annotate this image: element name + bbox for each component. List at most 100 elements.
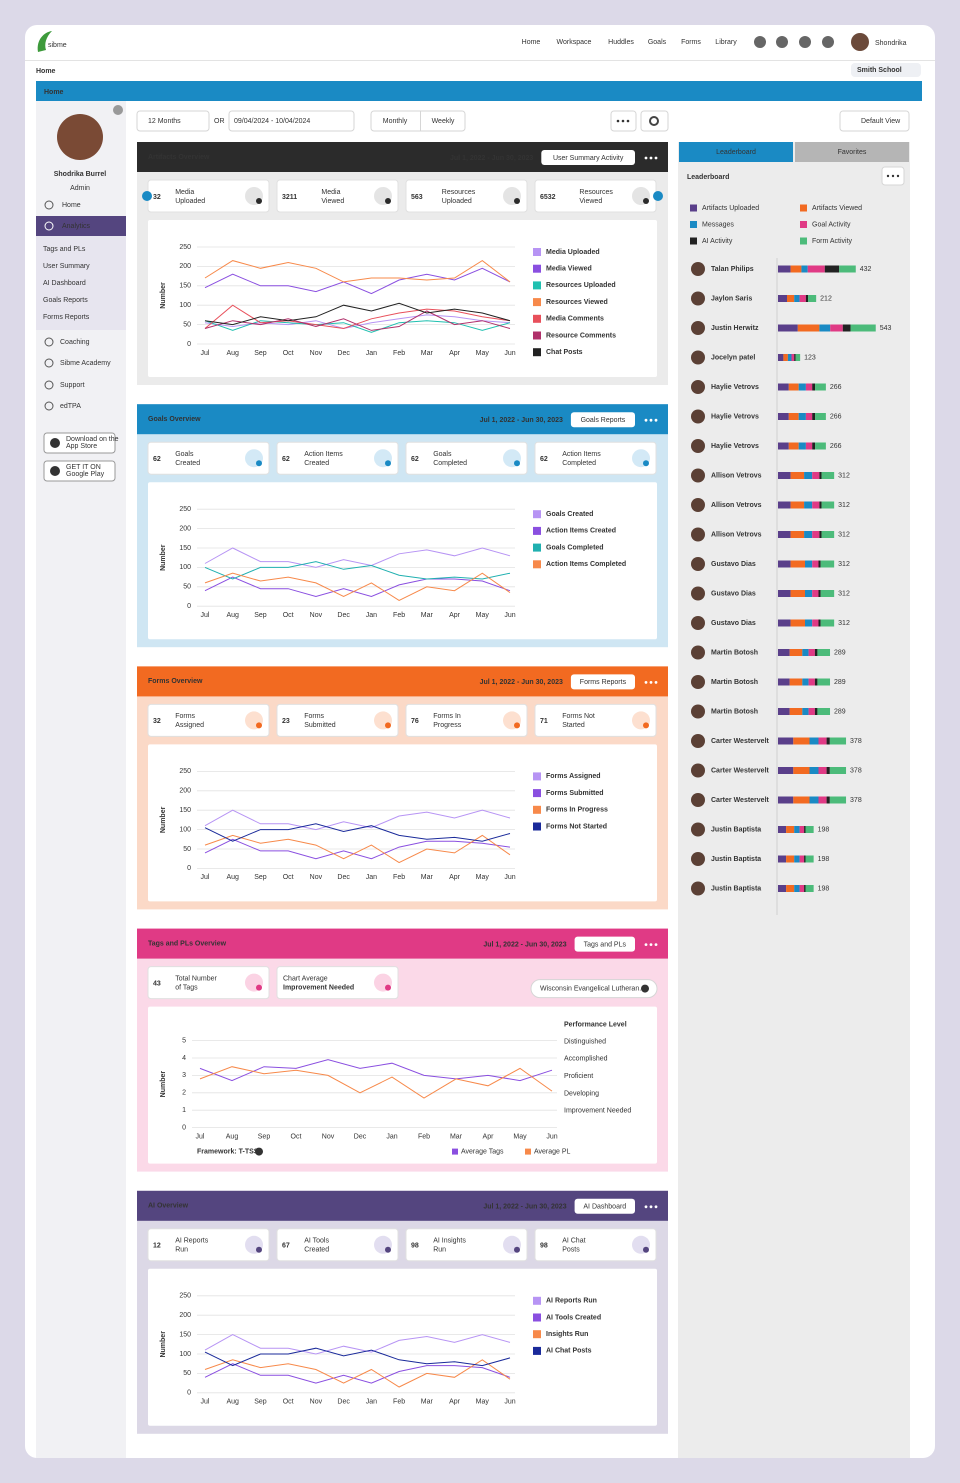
menu-icon <box>44 358 54 368</box>
stat-label: AI Reports <box>175 1238 209 1245</box>
dot[interactable] <box>649 156 653 160</box>
row-total: 266 <box>830 443 842 450</box>
submenu-item[interactable]: AI Dashboard <box>43 280 86 287</box>
panel-button[interactable] <box>574 936 635 952</box>
submenu-item[interactable]: Tags and PLs <box>43 246 86 253</box>
panel-button-label[interactable]: Tags and PLs <box>584 941 627 948</box>
dot[interactable] <box>649 418 653 422</box>
mode-monthly[interactable]: Monthly <box>383 118 408 125</box>
mode-toggle[interactable] <box>370 110 466 132</box>
row-total: 432 <box>860 266 872 273</box>
dot[interactable] <box>654 418 658 422</box>
dot[interactable] <box>644 943 648 946</box>
submenu-item[interactable]: User Summary <box>43 263 90 270</box>
store-name: App Store <box>66 443 97 450</box>
panel-button-label[interactable]: Forms Reports <box>580 679 627 686</box>
nav-link[interactable]: Home <box>522 39 541 46</box>
user-avatar[interactable] <box>851 33 869 51</box>
collapse-button[interactable] <box>113 105 123 115</box>
view-label[interactable]: Default View <box>861 118 901 125</box>
dot[interactable] <box>654 1205 658 1209</box>
dot[interactable] <box>644 681 648 684</box>
tab-inactive[interactable] <box>795 142 909 162</box>
row-avatar <box>691 675 705 689</box>
legend-label: Media Viewed <box>546 266 592 273</box>
store-badge[interactable] <box>43 432 116 454</box>
dot[interactable] <box>649 1205 653 1209</box>
scroll-right[interactable] <box>653 191 663 201</box>
store-badge[interactable] <box>43 460 116 482</box>
bar-segment <box>778 383 789 391</box>
range-label[interactable]: 12 Months <box>148 118 181 125</box>
panel-button[interactable] <box>570 412 635 428</box>
tab-label[interactable]: Favorites <box>838 149 867 156</box>
dot[interactable] <box>654 156 658 160</box>
nav-link[interactable]: Huddles <box>608 39 634 46</box>
dot[interactable] <box>654 943 658 946</box>
submenu-item[interactable]: Goals Reports <box>43 297 88 304</box>
submenu-item[interactable]: Forms Reports <box>43 314 90 321</box>
legend-label: Form Activity <box>812 238 853 245</box>
series-line <box>204 576 511 598</box>
date-input[interactable] <box>228 110 355 132</box>
menu-item[interactable]: Coaching <box>60 339 90 346</box>
dot[interactable] <box>654 681 658 684</box>
bar-segment <box>778 442 789 450</box>
settings-button[interactable] <box>640 110 669 132</box>
nav-link[interactable]: Goals <box>648 39 667 46</box>
dot[interactable] <box>649 943 653 946</box>
nav-icon[interactable] <box>754 36 766 48</box>
x-tick-label: Jun <box>504 1399 515 1406</box>
dot[interactable] <box>644 1205 648 1209</box>
nav-link[interactable]: Workspace <box>557 39 592 46</box>
panel-title: Forms Overview <box>148 678 203 685</box>
stat-icon-badge <box>385 1246 391 1253</box>
bar-segment <box>842 324 851 332</box>
framework-select-label[interactable]: Wisconsin Evangelical Lutheran... <box>540 985 645 992</box>
store-icon <box>50 438 60 448</box>
user-name[interactable]: Shondrika <box>875 40 907 47</box>
y-tick-label: 50 <box>183 1370 191 1377</box>
mode-weekly[interactable]: Weekly <box>432 118 455 125</box>
bar-segment <box>812 383 816 391</box>
panel-button[interactable] <box>574 1198 635 1214</box>
panel-title: Artifacts Overview <box>148 154 210 161</box>
menu-item[interactable]: edTPA <box>60 403 81 410</box>
bar-segment <box>804 501 813 509</box>
series-line <box>204 267 511 295</box>
panel-button-label[interactable]: AI Dashboard <box>583 1204 626 1211</box>
framework-select[interactable] <box>530 979 658 999</box>
stat-label: Viewed <box>321 198 344 205</box>
scroll-left[interactable] <box>142 191 152 201</box>
range-select[interactable] <box>136 110 210 132</box>
panel-button-label[interactable]: User Summary Activity <box>553 155 624 162</box>
tab-label[interactable]: Leaderboard <box>716 149 756 156</box>
bar-segment <box>778 560 791 568</box>
bar-segment <box>812 590 819 597</box>
panel-button[interactable] <box>541 150 635 165</box>
dot[interactable] <box>644 156 648 160</box>
stat-value: 32 <box>153 718 161 725</box>
menu-item[interactable]: Support <box>60 382 85 389</box>
panel-title: Goals Overview <box>148 416 201 423</box>
panel-button-label[interactable]: Goals Reports <box>581 417 626 424</box>
stat-label: Created <box>175 460 200 467</box>
date-range[interactable]: 09/04/2024 - 10/04/2024 <box>234 118 310 125</box>
dot[interactable] <box>644 418 648 422</box>
nav-link[interactable]: Library <box>715 39 737 46</box>
menu-item[interactable]: Analytics <box>62 223 91 230</box>
panel-button[interactable] <box>570 674 635 690</box>
menu-item[interactable]: Home <box>62 202 81 209</box>
nav-icon[interactable] <box>799 36 811 48</box>
view-button[interactable] <box>839 110 910 132</box>
stat-card <box>276 703 399 737</box>
nav-icon[interactable] <box>776 36 788 48</box>
nav-link[interactable]: Forms <box>681 39 701 46</box>
school-select[interactable] <box>851 63 921 77</box>
nav-icon[interactable] <box>822 36 834 48</box>
menu-item[interactable]: Sibme Academy <box>60 360 111 367</box>
school-name[interactable]: Smith School <box>857 67 902 74</box>
row-avatar <box>691 380 705 394</box>
dot[interactable] <box>649 681 653 684</box>
tab-active[interactable] <box>679 142 793 162</box>
